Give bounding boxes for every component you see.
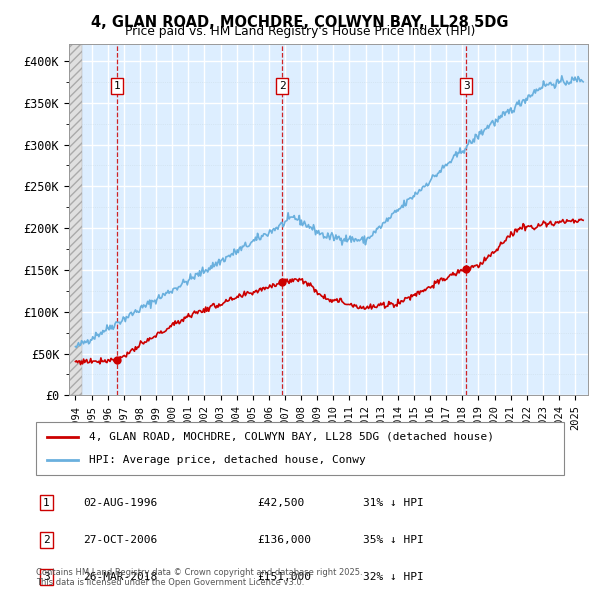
Text: 3: 3 [463, 81, 470, 91]
Text: 32% ↓ HPI: 32% ↓ HPI [364, 572, 424, 582]
Text: 27-OCT-2006: 27-OCT-2006 [83, 535, 158, 545]
Text: 3: 3 [43, 572, 50, 582]
Text: Price paid vs. HM Land Registry's House Price Index (HPI): Price paid vs. HM Land Registry's House … [125, 25, 475, 38]
Text: 1: 1 [43, 498, 50, 507]
Text: Contains HM Land Registry data © Crown copyright and database right 2025.
This d: Contains HM Land Registry data © Crown c… [36, 568, 362, 587]
Text: 4, GLAN ROAD, MOCHDRE, COLWYN BAY, LL28 5DG: 4, GLAN ROAD, MOCHDRE, COLWYN BAY, LL28 … [91, 15, 509, 30]
FancyBboxPatch shape [36, 422, 564, 475]
Text: 35% ↓ HPI: 35% ↓ HPI [364, 535, 424, 545]
Text: 2: 2 [43, 535, 50, 545]
Text: 26-MAR-2018: 26-MAR-2018 [83, 572, 158, 582]
Text: 31% ↓ HPI: 31% ↓ HPI [364, 498, 424, 507]
Bar [69, 44, 82, 395]
Text: HPI: Average price, detached house, Conwy: HPI: Average price, detached house, Conw… [89, 455, 365, 465]
Text: £151,000: £151,000 [258, 572, 312, 582]
Text: 1: 1 [114, 81, 121, 91]
Text: £136,000: £136,000 [258, 535, 312, 545]
Text: 2: 2 [279, 81, 286, 91]
Text: 02-AUG-1996: 02-AUG-1996 [83, 498, 158, 507]
Text: £42,500: £42,500 [258, 498, 305, 507]
Text: 4, GLAN ROAD, MOCHDRE, COLWYN BAY, LL28 5DG (detached house): 4, GLAN ROAD, MOCHDRE, COLWYN BAY, LL28 … [89, 432, 494, 442]
